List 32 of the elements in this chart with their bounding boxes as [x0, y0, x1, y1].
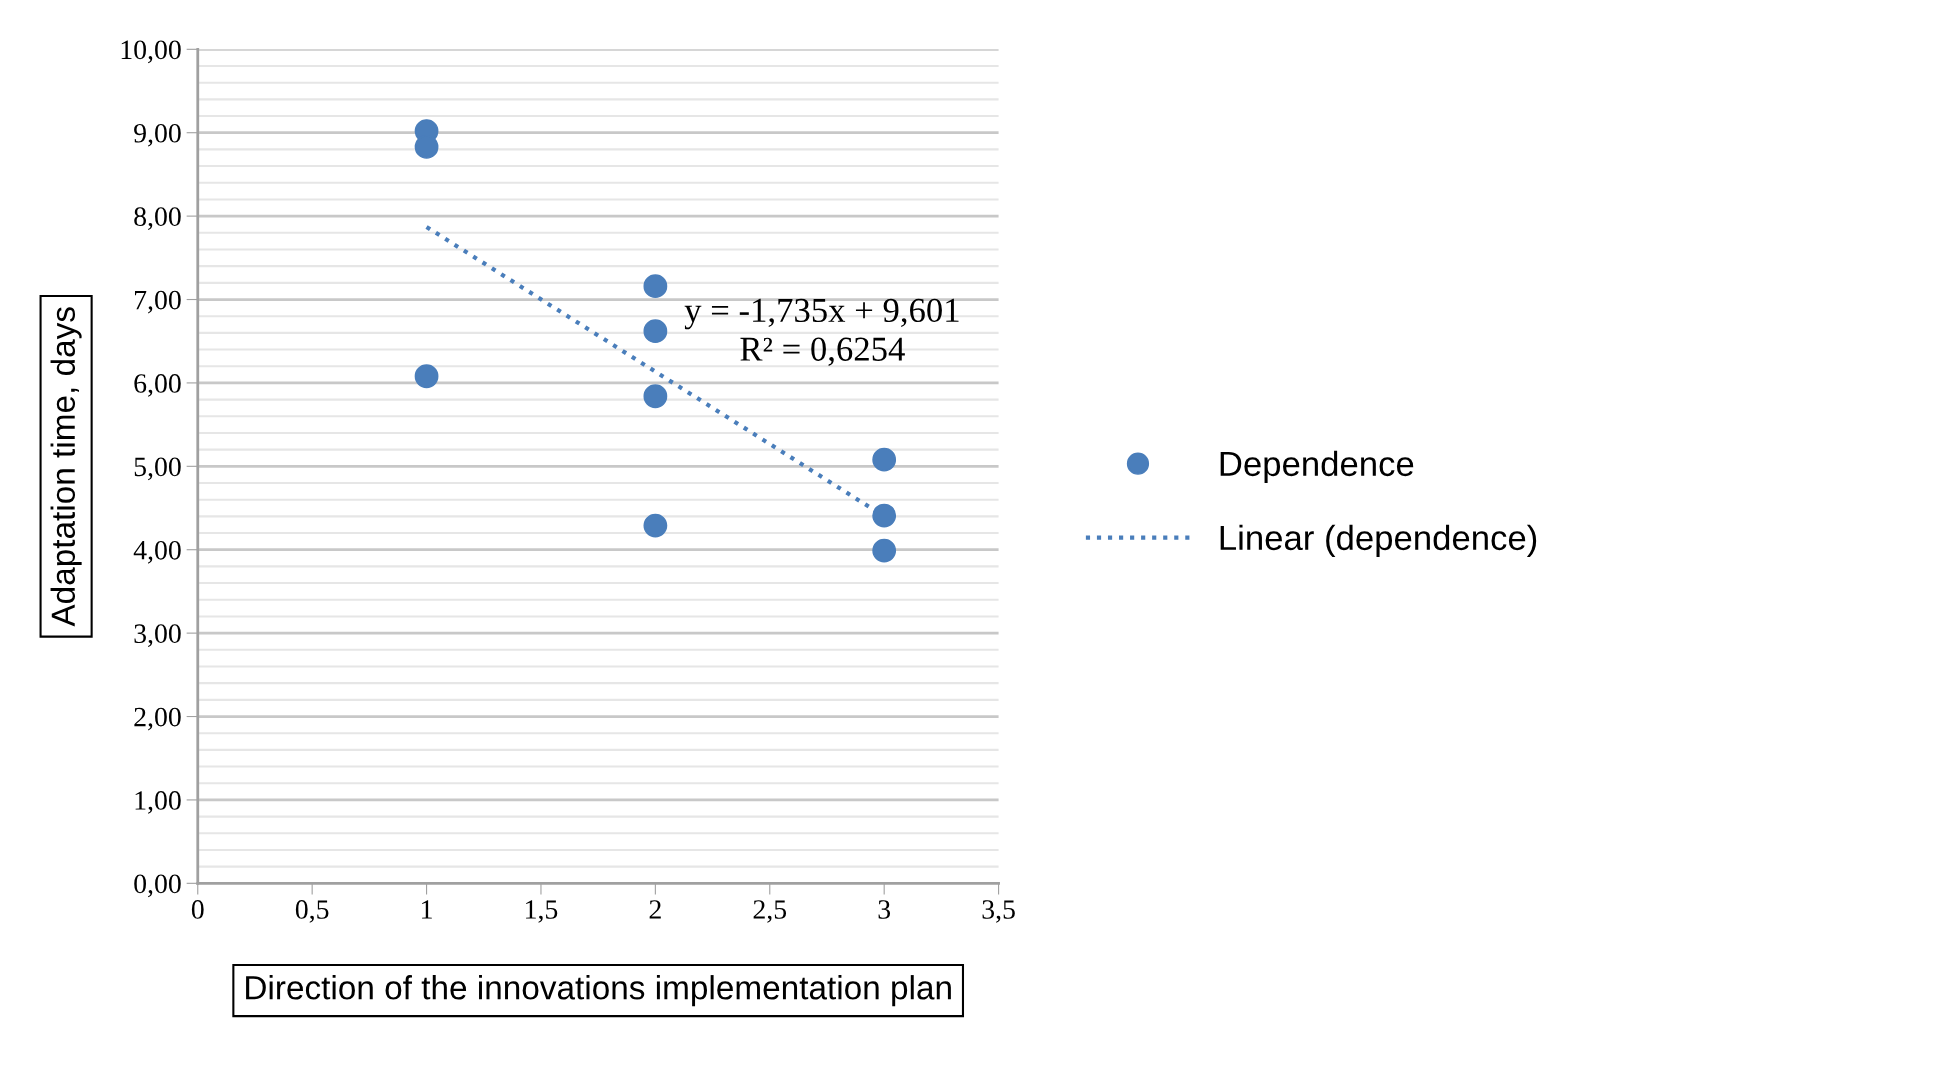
x-tick-label: 3,5: [982, 900, 1015, 923]
annotation: y = -1,735x + 9,601 R² = 0,6254: [684, 298, 959, 366]
point: [643, 274, 668, 299]
y-tick-label: 9,00: [134, 123, 181, 147]
point: [872, 538, 897, 563]
y-tick-label: 4,00: [133, 540, 181, 564]
x-tick-label: 3: [878, 900, 891, 919]
y-axis-title: Adaptation time, days: [50, 307, 82, 627]
point: [643, 319, 668, 344]
y-tick-label: 1,00: [135, 791, 181, 814]
legend-label: Dependence: [1220, 450, 1414, 484]
x-tick-label: 2,5: [753, 900, 787, 923]
y-tick-label: 0,00: [134, 874, 181, 898]
y-tick-label: 5,00: [134, 457, 181, 481]
x-tick-label: 1: [422, 900, 432, 919]
y-tick-label: 10,00: [121, 40, 181, 64]
point: [872, 447, 897, 472]
x-tick-label: 2: [649, 900, 661, 919]
y-tick-label: 7,00: [135, 290, 181, 314]
legend-label: Linear (dependence): [1220, 524, 1537, 558]
point: [414, 364, 439, 389]
point: [643, 384, 668, 409]
y-tick-label: 6,00: [134, 374, 181, 397]
y-tick-label: 8,00: [134, 207, 181, 231]
x-tick-label: 0,5: [295, 900, 329, 923]
x-tick-label: 0: [191, 900, 204, 919]
point: [643, 513, 668, 538]
point: [872, 503, 897, 528]
x-tick-label: 1,5: [526, 900, 558, 923]
x-axis-title: Direction of the innovations implementation plan: [246, 975, 951, 1007]
y-tick-label: 2,00: [134, 707, 181, 731]
y-tick-label: 3,00: [134, 624, 181, 648]
